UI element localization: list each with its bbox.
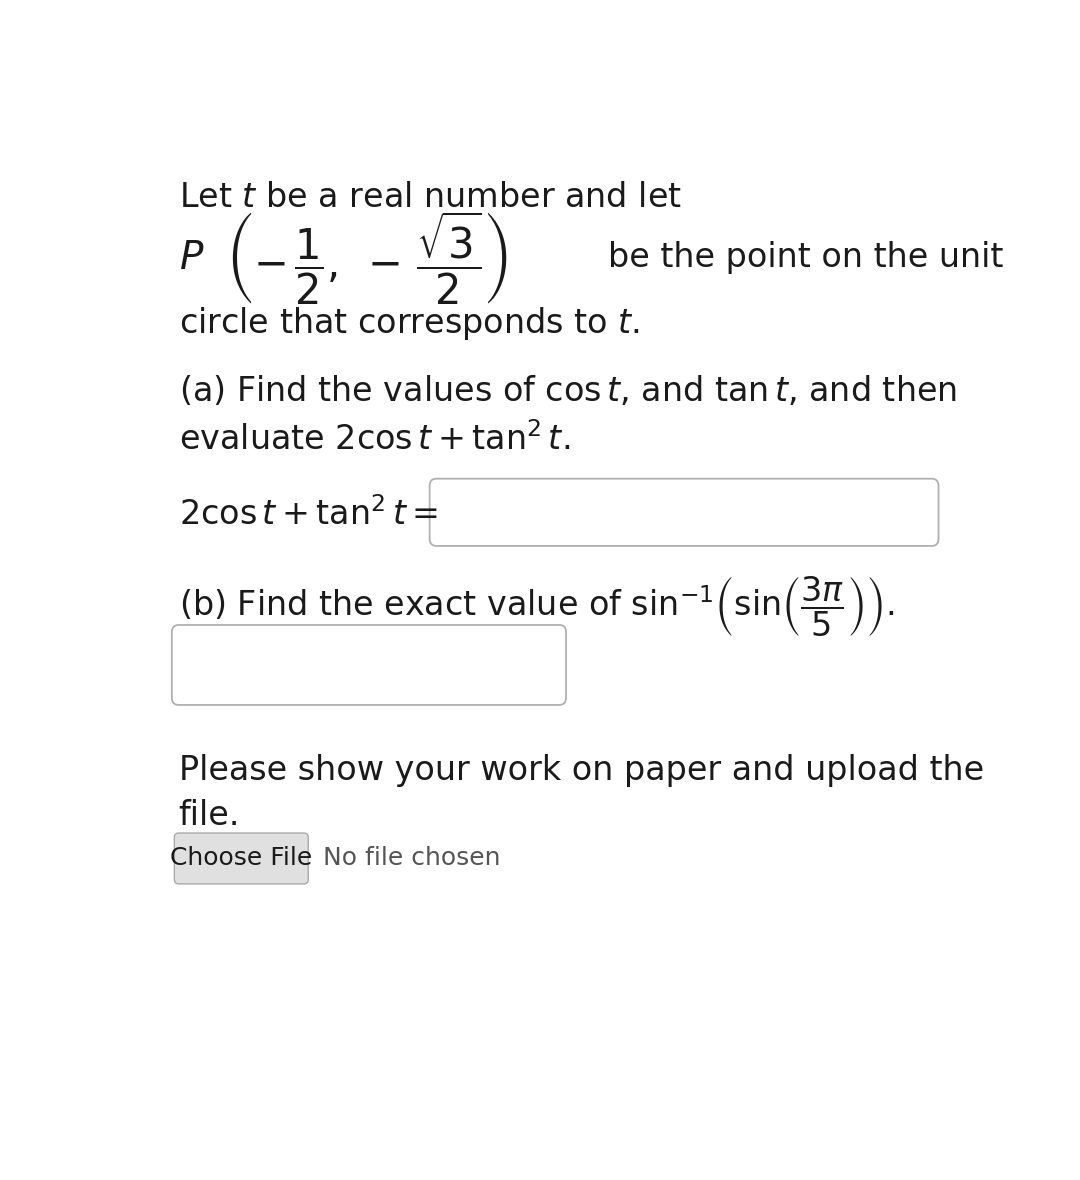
Text: file.: file.	[178, 799, 240, 832]
Text: Choose File: Choose File	[171, 846, 312, 870]
FancyBboxPatch shape	[172, 625, 566, 704]
Text: Please show your work on paper and upload the: Please show your work on paper and uploa…	[178, 754, 984, 787]
Text: Let $t$ be a real number and let: Let $t$ be a real number and let	[178, 182, 681, 215]
Text: $P$: $P$	[178, 238, 204, 277]
FancyBboxPatch shape	[174, 833, 308, 884]
Text: $2\cos t + \tan^2 t = $: $2\cos t + \tan^2 t = $	[178, 497, 437, 531]
Text: (b) Find the exact value of $\sin^{-1}\!\left(\sin\!\left(\dfrac{3\pi}{5}\right): (b) Find the exact value of $\sin^{-1}\!…	[178, 575, 894, 640]
Text: No file chosen: No file chosen	[323, 846, 501, 870]
Text: $\left(-\,\dfrac{1}{2},\;-\,\dfrac{\sqrt{3}}{2}\right)$: $\left(-\,\dfrac{1}{2},\;-\,\dfrac{\sqrt…	[226, 209, 509, 307]
Text: (a) Find the values of $\cos t$, and $\tan t$, and then: (a) Find the values of $\cos t$, and $\t…	[178, 374, 957, 407]
Text: evaluate $2\cos t + \tan^2 t$.: evaluate $2\cos t + \tan^2 t$.	[178, 422, 569, 457]
Text: circle that corresponds to $t$.: circle that corresponds to $t$.	[178, 304, 639, 342]
Text: be the point on the unit: be the point on the unit	[608, 242, 1003, 275]
FancyBboxPatch shape	[430, 479, 939, 546]
